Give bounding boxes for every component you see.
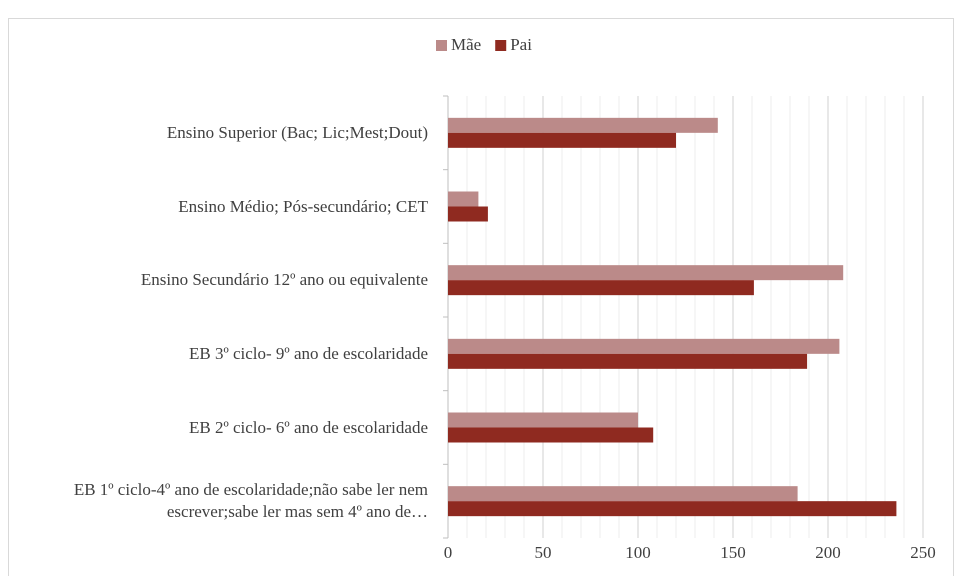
x-tick-label: 100 bbox=[625, 543, 651, 562]
bar bbox=[448, 265, 844, 281]
bar bbox=[448, 486, 798, 502]
x-tick-label: 200 bbox=[815, 543, 841, 562]
bar bbox=[448, 501, 897, 517]
bar bbox=[448, 338, 840, 354]
bar bbox=[448, 412, 638, 428]
chart-border bbox=[8, 18, 954, 576]
x-tick-label: 150 bbox=[720, 543, 746, 562]
legend-label: Mãe bbox=[451, 35, 481, 54]
bar bbox=[448, 191, 479, 207]
x-tick-label: 50 bbox=[535, 543, 552, 562]
x-tick-label: 0 bbox=[444, 543, 453, 562]
y-tick-label: EB 1º ciclo-4º ano de escolaridade;não s… bbox=[73, 480, 428, 522]
y-tick-label: Ensino Superior (Bac; Lic;Mest;Dout) bbox=[166, 122, 428, 142]
bar bbox=[448, 132, 676, 148]
x-tick-label: 250 bbox=[910, 543, 936, 562]
bar bbox=[448, 427, 654, 443]
bar bbox=[448, 206, 488, 222]
y-tick-label: Ensino Médio; Pós-secundário; CET bbox=[178, 196, 428, 216]
y-tick-label: EB 2º ciclo- 6º ano de escolaridade bbox=[188, 417, 428, 437]
y-tick-label: EB 3º ciclo- 9º ano de escolaridade bbox=[188, 343, 428, 363]
legend-swatch bbox=[436, 40, 447, 51]
y-tick-label: Ensino Secundário 12º ano ou equivalente bbox=[140, 270, 428, 290]
legend-swatch bbox=[495, 40, 507, 51]
bar bbox=[448, 353, 808, 369]
legend-label: Pai bbox=[510, 35, 532, 54]
bar bbox=[448, 280, 754, 296]
bar bbox=[448, 117, 718, 133]
